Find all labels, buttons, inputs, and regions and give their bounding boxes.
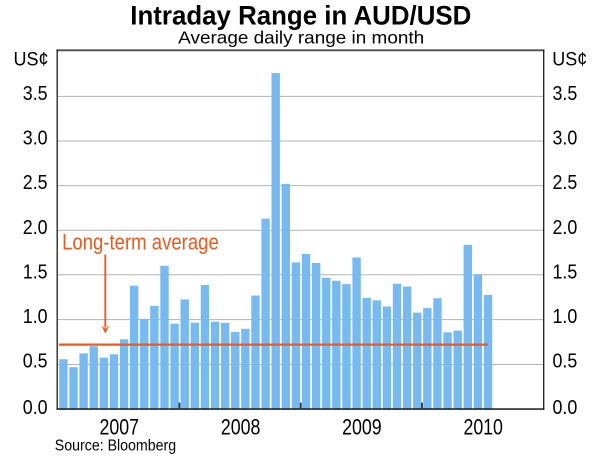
svg-text:US¢: US¢ <box>552 50 587 71</box>
svg-text:2009: 2009 <box>342 415 382 440</box>
svg-text:2.5: 2.5 <box>23 172 48 194</box>
svg-text:1.5: 1.5 <box>23 261 48 283</box>
svg-text:0.0: 0.0 <box>553 397 578 419</box>
svg-text:2.0: 2.0 <box>23 217 48 239</box>
svg-text:1.0: 1.0 <box>23 306 48 328</box>
svg-text:US¢: US¢ <box>14 50 49 71</box>
svg-text:2010: 2010 <box>463 415 503 440</box>
svg-text:0.5: 0.5 <box>553 351 578 373</box>
svg-text:1.0: 1.0 <box>553 306 578 328</box>
svg-text:3.0: 3.0 <box>23 128 48 150</box>
svg-text:Source: Bloomberg: Source: Bloomberg <box>55 438 176 455</box>
svg-text:2007: 2007 <box>100 415 140 440</box>
svg-text:Average daily range in month: Average daily range in month <box>178 28 424 48</box>
svg-text:2.5: 2.5 <box>553 172 578 194</box>
svg-text:3.5: 3.5 <box>23 83 48 105</box>
svg-text:2008: 2008 <box>221 415 261 440</box>
svg-text:0.0: 0.0 <box>23 397 48 419</box>
svg-text:0.5: 0.5 <box>23 351 48 373</box>
svg-text:Intraday Range in AUD/USD: Intraday Range in AUD/USD <box>130 0 471 30</box>
svg-text:3.0: 3.0 <box>553 128 578 150</box>
svg-text:2.0: 2.0 <box>553 217 578 239</box>
svg-text:Long-term average: Long-term average <box>62 230 219 255</box>
svg-text:3.5: 3.5 <box>553 83 578 105</box>
svg-text:1.5: 1.5 <box>553 261 578 283</box>
